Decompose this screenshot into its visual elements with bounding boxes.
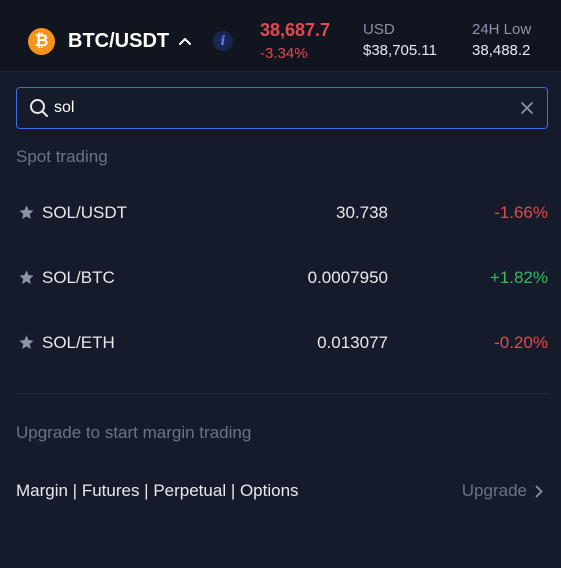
star-icon[interactable] <box>18 334 35 351</box>
chevron-up-icon[interactable] <box>177 33 193 49</box>
pair-name: BTC/USDT <box>68 29 170 52</box>
pair-selector[interactable]: ₿ BTC/USDT <box>28 27 193 55</box>
bitcoin-icon: ₿ <box>28 27 55 55</box>
market-change: +1.82% <box>489 268 548 287</box>
usd-value: $38,705.11 <box>363 42 437 59</box>
last-price: 38,687.7 <box>260 20 331 40</box>
low-24h-label: 24H Low <box>472 21 532 38</box>
low-24h-value: 38,488.2 <box>472 42 531 59</box>
divider <box>16 393 548 394</box>
star-icon[interactable] <box>18 204 35 221</box>
market-row[interactable]: SOL/BTC 0.0007950 +1.82% <box>0 258 561 298</box>
usd-label: USD <box>363 21 395 38</box>
star-icon[interactable] <box>18 269 35 286</box>
price-change: -3.34% <box>260 45 308 62</box>
search-input[interactable] <box>54 97 494 119</box>
market-change: -0.20% <box>494 333 548 352</box>
search-icon <box>30 99 48 117</box>
search-box[interactable] <box>16 87 548 129</box>
margin-upgrade-note: Upgrade to start margin trading <box>16 423 252 442</box>
market-header: ₿ BTC/USDT i 38,687.7 -3.34% USD $38,705… <box>0 0 561 72</box>
close-icon[interactable] <box>520 101 534 115</box>
market-row[interactable]: SOL/ETH 0.013077 -0.20% <box>0 323 561 363</box>
market-pair: SOL/BTC <box>42 268 115 287</box>
chevron-right-icon <box>535 485 543 497</box>
spot-trading-heading: Spot trading <box>16 147 108 166</box>
trading-modes: Margin | Futures | Perpetual | Options <box>16 481 299 500</box>
market-change: -1.66% <box>494 203 548 222</box>
market-pair: SOL/USDT <box>42 203 128 222</box>
info-icon[interactable]: i <box>213 31 233 51</box>
market-price: 0.013077 <box>317 333 388 352</box>
upgrade-link[interactable]: Upgrade <box>462 481 543 501</box>
market-pair: SOL/ETH <box>42 333 115 352</box>
upgrade-label: Upgrade <box>461 481 527 500</box>
market-price: 30.738 <box>336 203 388 222</box>
market-row[interactable]: SOL/USDT 30.738 -1.66% <box>0 193 561 233</box>
market-price: 0.0007950 <box>307 268 388 287</box>
